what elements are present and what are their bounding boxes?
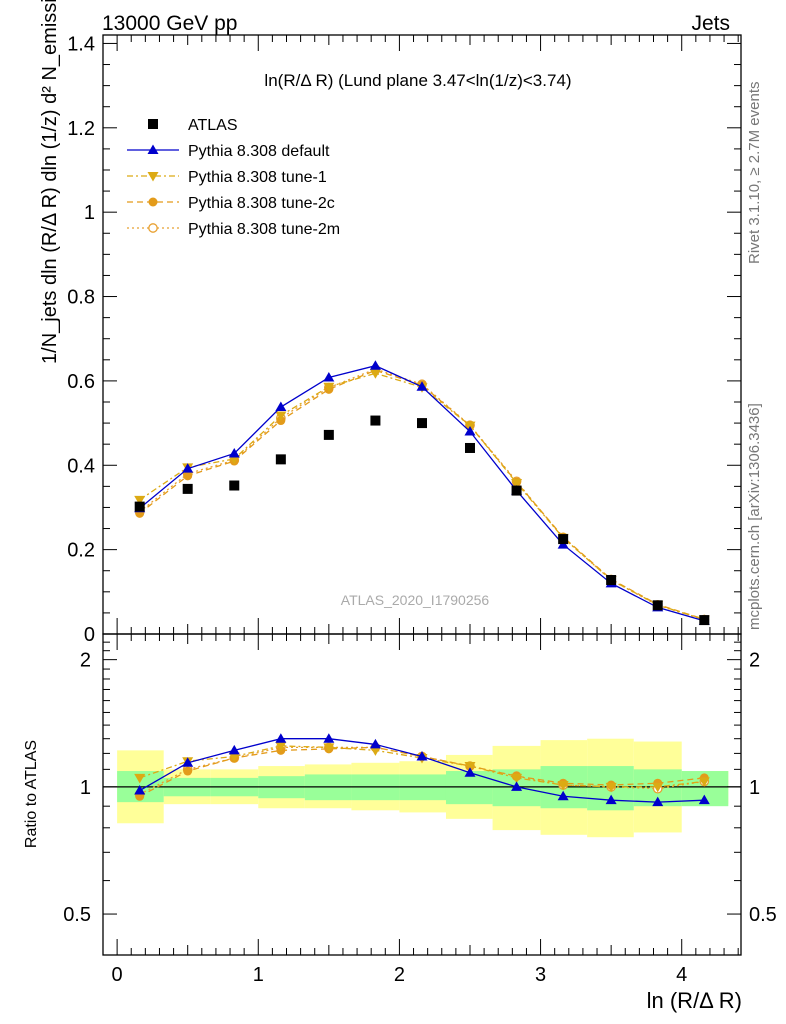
ratio-point (652, 782, 664, 793)
data-point (275, 401, 287, 412)
ratio-point (605, 794, 617, 805)
x-tick-label: 2 (394, 964, 405, 986)
plot-title: ln(R/Δ R) (Lund plane 3.47<ln(1/z)<3.74) (264, 71, 571, 90)
y-tick-label: 0.4 (67, 455, 95, 477)
y-tick-label: 1.2 (67, 118, 95, 140)
data-point (323, 372, 335, 382)
data-point (558, 534, 569, 545)
ratio-point (557, 781, 569, 791)
y-tick-label: 1 (84, 202, 95, 224)
ratio-point (369, 746, 381, 756)
ratio-point (275, 733, 287, 743)
ratio-point (182, 757, 194, 767)
x-tick-label: 4 (676, 964, 687, 986)
ratio-point (275, 741, 287, 752)
series-line (139, 372, 705, 621)
analysis-watermark: ATLAS_2020_I1790256 (341, 592, 490, 608)
legend-marker (147, 144, 159, 154)
legend-marker (148, 197, 158, 207)
data-point (511, 485, 522, 496)
data-point (369, 369, 381, 379)
series-line (139, 369, 705, 620)
ratio-point (464, 767, 476, 777)
ratio-point (323, 733, 335, 743)
y-tick-label: 0.6 (67, 371, 95, 393)
x-tick-label: 3 (535, 964, 546, 986)
data-point (182, 483, 193, 494)
ratio-point (323, 743, 335, 753)
legend-label: Pythia 8.308 default (188, 143, 330, 160)
data-point (464, 442, 475, 453)
data-point (417, 418, 427, 429)
ratio-point (605, 782, 617, 793)
data-point (606, 575, 617, 586)
data-point (275, 411, 287, 421)
y-tick-label: 0 (84, 624, 95, 646)
x-tick-label: 1 (253, 964, 264, 986)
ratio-frame (102, 633, 742, 956)
ratio-point (416, 750, 428, 761)
legend-label: ATLAS (188, 117, 238, 134)
data-point (369, 360, 381, 370)
data-point (652, 600, 663, 611)
ratio-point (228, 752, 240, 762)
data-point (464, 426, 476, 436)
main-ylabel: 1/N_jets dln (R/Δ R) dln (1/z) d² N_emis… (39, 0, 61, 364)
ratio-point (369, 738, 381, 749)
ratio-point (134, 785, 146, 795)
ratio-plot: 0 1 2 3 4 0.5 0.5 1 1 2 2 (63, 633, 777, 986)
y-tick-label: 1 (80, 777, 91, 799)
data-point (416, 381, 428, 391)
data-point (323, 382, 335, 393)
main-plot: 0 0.2 0.4 0.6 0.8 1 1.2 1.4 (67, 33, 742, 646)
y-tick-label-right: 2 (749, 650, 760, 672)
header-process: 13000 GeV pp (102, 12, 237, 35)
ratio-point (511, 781, 523, 791)
legend: ATLAS Pythia 8.308 default Pythia 8.308 tu… (127, 117, 340, 238)
legend-marker (148, 223, 158, 233)
ratio-point (228, 744, 240, 755)
ratio-point (557, 790, 569, 801)
data-point (228, 447, 240, 458)
legend-marker (147, 172, 159, 182)
y-tick-label: 1.4 (67, 33, 95, 55)
legend-label: Pythia 8.308 tune-2m (188, 221, 340, 238)
series-line (139, 365, 705, 622)
y-tick-label: 0.8 (67, 287, 95, 309)
y-tick-label-right: 0.5 (749, 904, 777, 926)
ratio-point (183, 766, 193, 776)
data-point (183, 471, 193, 481)
y-tick-label: 2 (80, 650, 91, 672)
data-point (182, 463, 194, 473)
data-point (229, 480, 240, 491)
legend-marker (148, 119, 158, 129)
y-tick-label: 0.2 (67, 540, 95, 562)
data-point (370, 415, 381, 426)
mcplots-label: mcplots.cern.ch [arXiv:1306.3436] (746, 403, 763, 630)
ratio-ylabel: Ratio to ATLAS (23, 740, 40, 848)
data-point (134, 495, 146, 506)
ratio-point (464, 762, 476, 772)
legend-label: Pythia 8.308 tune-2c (188, 195, 335, 212)
data-point (511, 478, 523, 489)
data-point (699, 615, 710, 626)
ratio-point (652, 796, 664, 807)
y-tick-label-right: 1 (749, 777, 760, 799)
legend-label: Pythia 8.308 tune-1 (188, 169, 327, 186)
data-point (275, 454, 286, 465)
ratio-point (511, 773, 523, 784)
data-point (134, 501, 145, 512)
y-tick-label: 0.5 (63, 904, 91, 926)
rivet-label: Rivet 3.1.10, ≥ 2.7M events (746, 82, 763, 265)
series-line (139, 368, 705, 621)
ratio-point (698, 777, 710, 787)
ratio-point (698, 794, 710, 805)
ratio-xlabel: ln (R/Δ R) (647, 988, 742, 1013)
data-point (323, 429, 334, 440)
ratio-point (134, 773, 146, 784)
header-jets: Jets (691, 12, 730, 35)
x-tick-label: 0 (112, 964, 123, 986)
